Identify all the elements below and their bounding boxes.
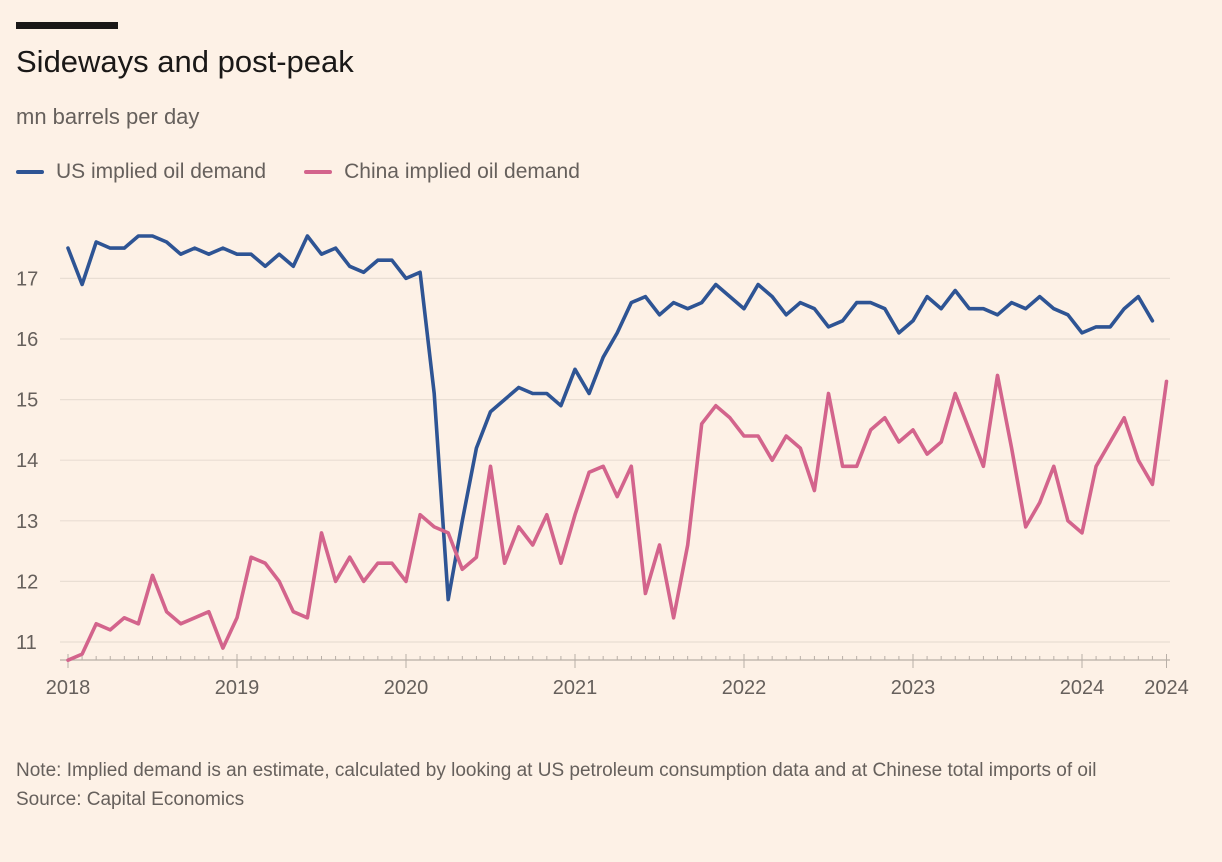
chart-subtitle: mn barrels per day [16,104,200,129]
x-tick-label-0: 2018 [46,677,91,699]
y-tick-label-12: 12 [16,571,38,593]
line-chart: 11 12 13 14 15 16 17 2018 2019 2020 2021 2022 2023 20… [16,234,1189,699]
china-demand-line [66,373,1169,663]
y-tick-label-11: 11 [16,632,37,654]
x-tick-label-5: 2023 [891,677,936,699]
legend-item-us: US implied oil demand [16,160,266,184]
legend-label-us: US implied oil demand [56,160,267,183]
y-tick-label-17: 17 [16,268,38,290]
y-tick-label-16: 16 [16,329,38,351]
chart-title: Sideways and post-peak [16,44,354,79]
legend-swatch-us [16,170,44,174]
x-tick-label-4: 2022 [722,677,767,699]
legend: US implied oil demand China implied oil … [16,158,618,186]
x-tick-label-3: 2021 [553,677,598,699]
source-text: Source: Capital Economics [16,789,245,810]
x-tick-label-1: 2019 [215,677,260,699]
x-tick-label-6: 2024 [1060,677,1105,699]
legend-label-china: China implied oil demand [344,160,580,183]
x-tick-label-2: 2020 [384,677,429,699]
y-tick-label-15: 15 [16,390,38,412]
note-text: Note: Implied demand is an estimate, cal… [16,760,1097,781]
us-demand-line [66,234,1155,602]
y-tick-label-13: 13 [16,511,38,533]
y-tick-label-14: 14 [16,450,38,472]
legend-item-china: China implied oil demand [304,160,580,184]
title-bar-decoration [16,22,118,29]
x-tick-label-7: 2024 [1144,677,1189,699]
legend-swatch-china [304,170,333,174]
chart-footnote: Note: Implied demand is an estimate, cal… [16,756,1186,814]
